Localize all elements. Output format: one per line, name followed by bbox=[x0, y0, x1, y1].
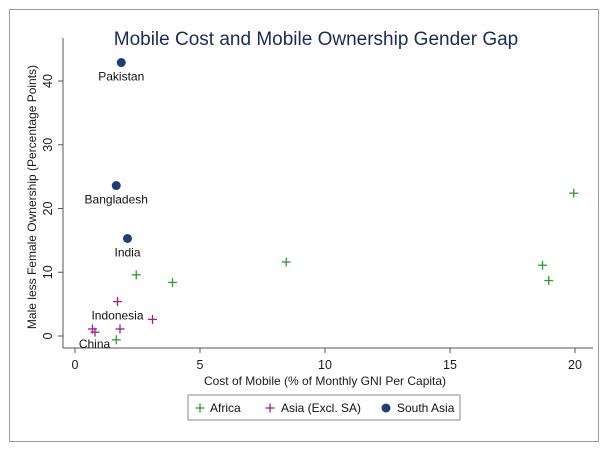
data-point-plus bbox=[538, 260, 547, 270]
x-tick-label: 0 bbox=[72, 358, 79, 372]
y-tick-label: 30 bbox=[41, 138, 55, 152]
y-axis-label: Male less Female Ownership (Percentage P… bbox=[25, 65, 39, 329]
legend-box bbox=[187, 394, 461, 421]
y-tick-label: 10 bbox=[41, 265, 55, 279]
legend-marker bbox=[265, 403, 275, 413]
point-label: Bangladesh bbox=[85, 193, 148, 207]
data-point-plus bbox=[544, 276, 554, 286]
y-tick-label: 0 bbox=[41, 332, 55, 339]
chart-frame bbox=[9, 9, 599, 442]
data-point-plus bbox=[113, 297, 122, 307]
point-label: Indonesia bbox=[91, 309, 143, 323]
legend: Africa Asia (Excl. SA) South Asia bbox=[187, 394, 461, 421]
point-labels: China Indonesia Pakistan Bangladesh India bbox=[79, 70, 148, 351]
legend-item: South Asia bbox=[397, 401, 455, 415]
y-tick-label: 40 bbox=[41, 74, 55, 88]
data-point-circle bbox=[111, 181, 121, 191]
legend-item: Asia (Excl. SA) bbox=[281, 401, 361, 415]
x-axis-label: Cost of Mobile (% of Monthly GNI Per Cap… bbox=[204, 374, 446, 388]
x-tick-label: 10 bbox=[318, 358, 332, 372]
data-point-plus bbox=[148, 314, 157, 324]
data-point-plus bbox=[131, 270, 141, 280]
x-tick-label: 15 bbox=[443, 358, 457, 372]
data-point-circle bbox=[123, 233, 132, 243]
plot-area: 0 5 10 15 20 0 10 20 30 40 China Indonesia Pakistan… bbox=[41, 38, 593, 372]
data-point-plus bbox=[90, 327, 100, 337]
point-label: India bbox=[114, 245, 140, 259]
legend-marker bbox=[195, 403, 205, 413]
chart-title: Mobile Cost and Mobile Ownership Gender … bbox=[114, 29, 518, 50]
data-point-plus bbox=[281, 257, 291, 267]
y-tick-label: 20 bbox=[41, 202, 55, 216]
data-point-plus bbox=[115, 324, 125, 334]
point-label: Pakistan bbox=[98, 70, 144, 84]
x-tick-label: 5 bbox=[197, 358, 204, 372]
data-point-plus bbox=[168, 277, 177, 287]
legend-marker bbox=[381, 403, 391, 413]
point-label: China bbox=[79, 337, 111, 351]
legend-item: Africa bbox=[210, 401, 241, 415]
data-points bbox=[88, 58, 579, 345]
data-point-plus bbox=[111, 335, 121, 345]
axis-ticks: 0 5 10 15 20 0 10 20 30 40 bbox=[41, 74, 582, 372]
data-point-plus bbox=[569, 188, 579, 198]
data-point-circle bbox=[116, 58, 126, 68]
x-tick-label: 20 bbox=[568, 358, 582, 372]
